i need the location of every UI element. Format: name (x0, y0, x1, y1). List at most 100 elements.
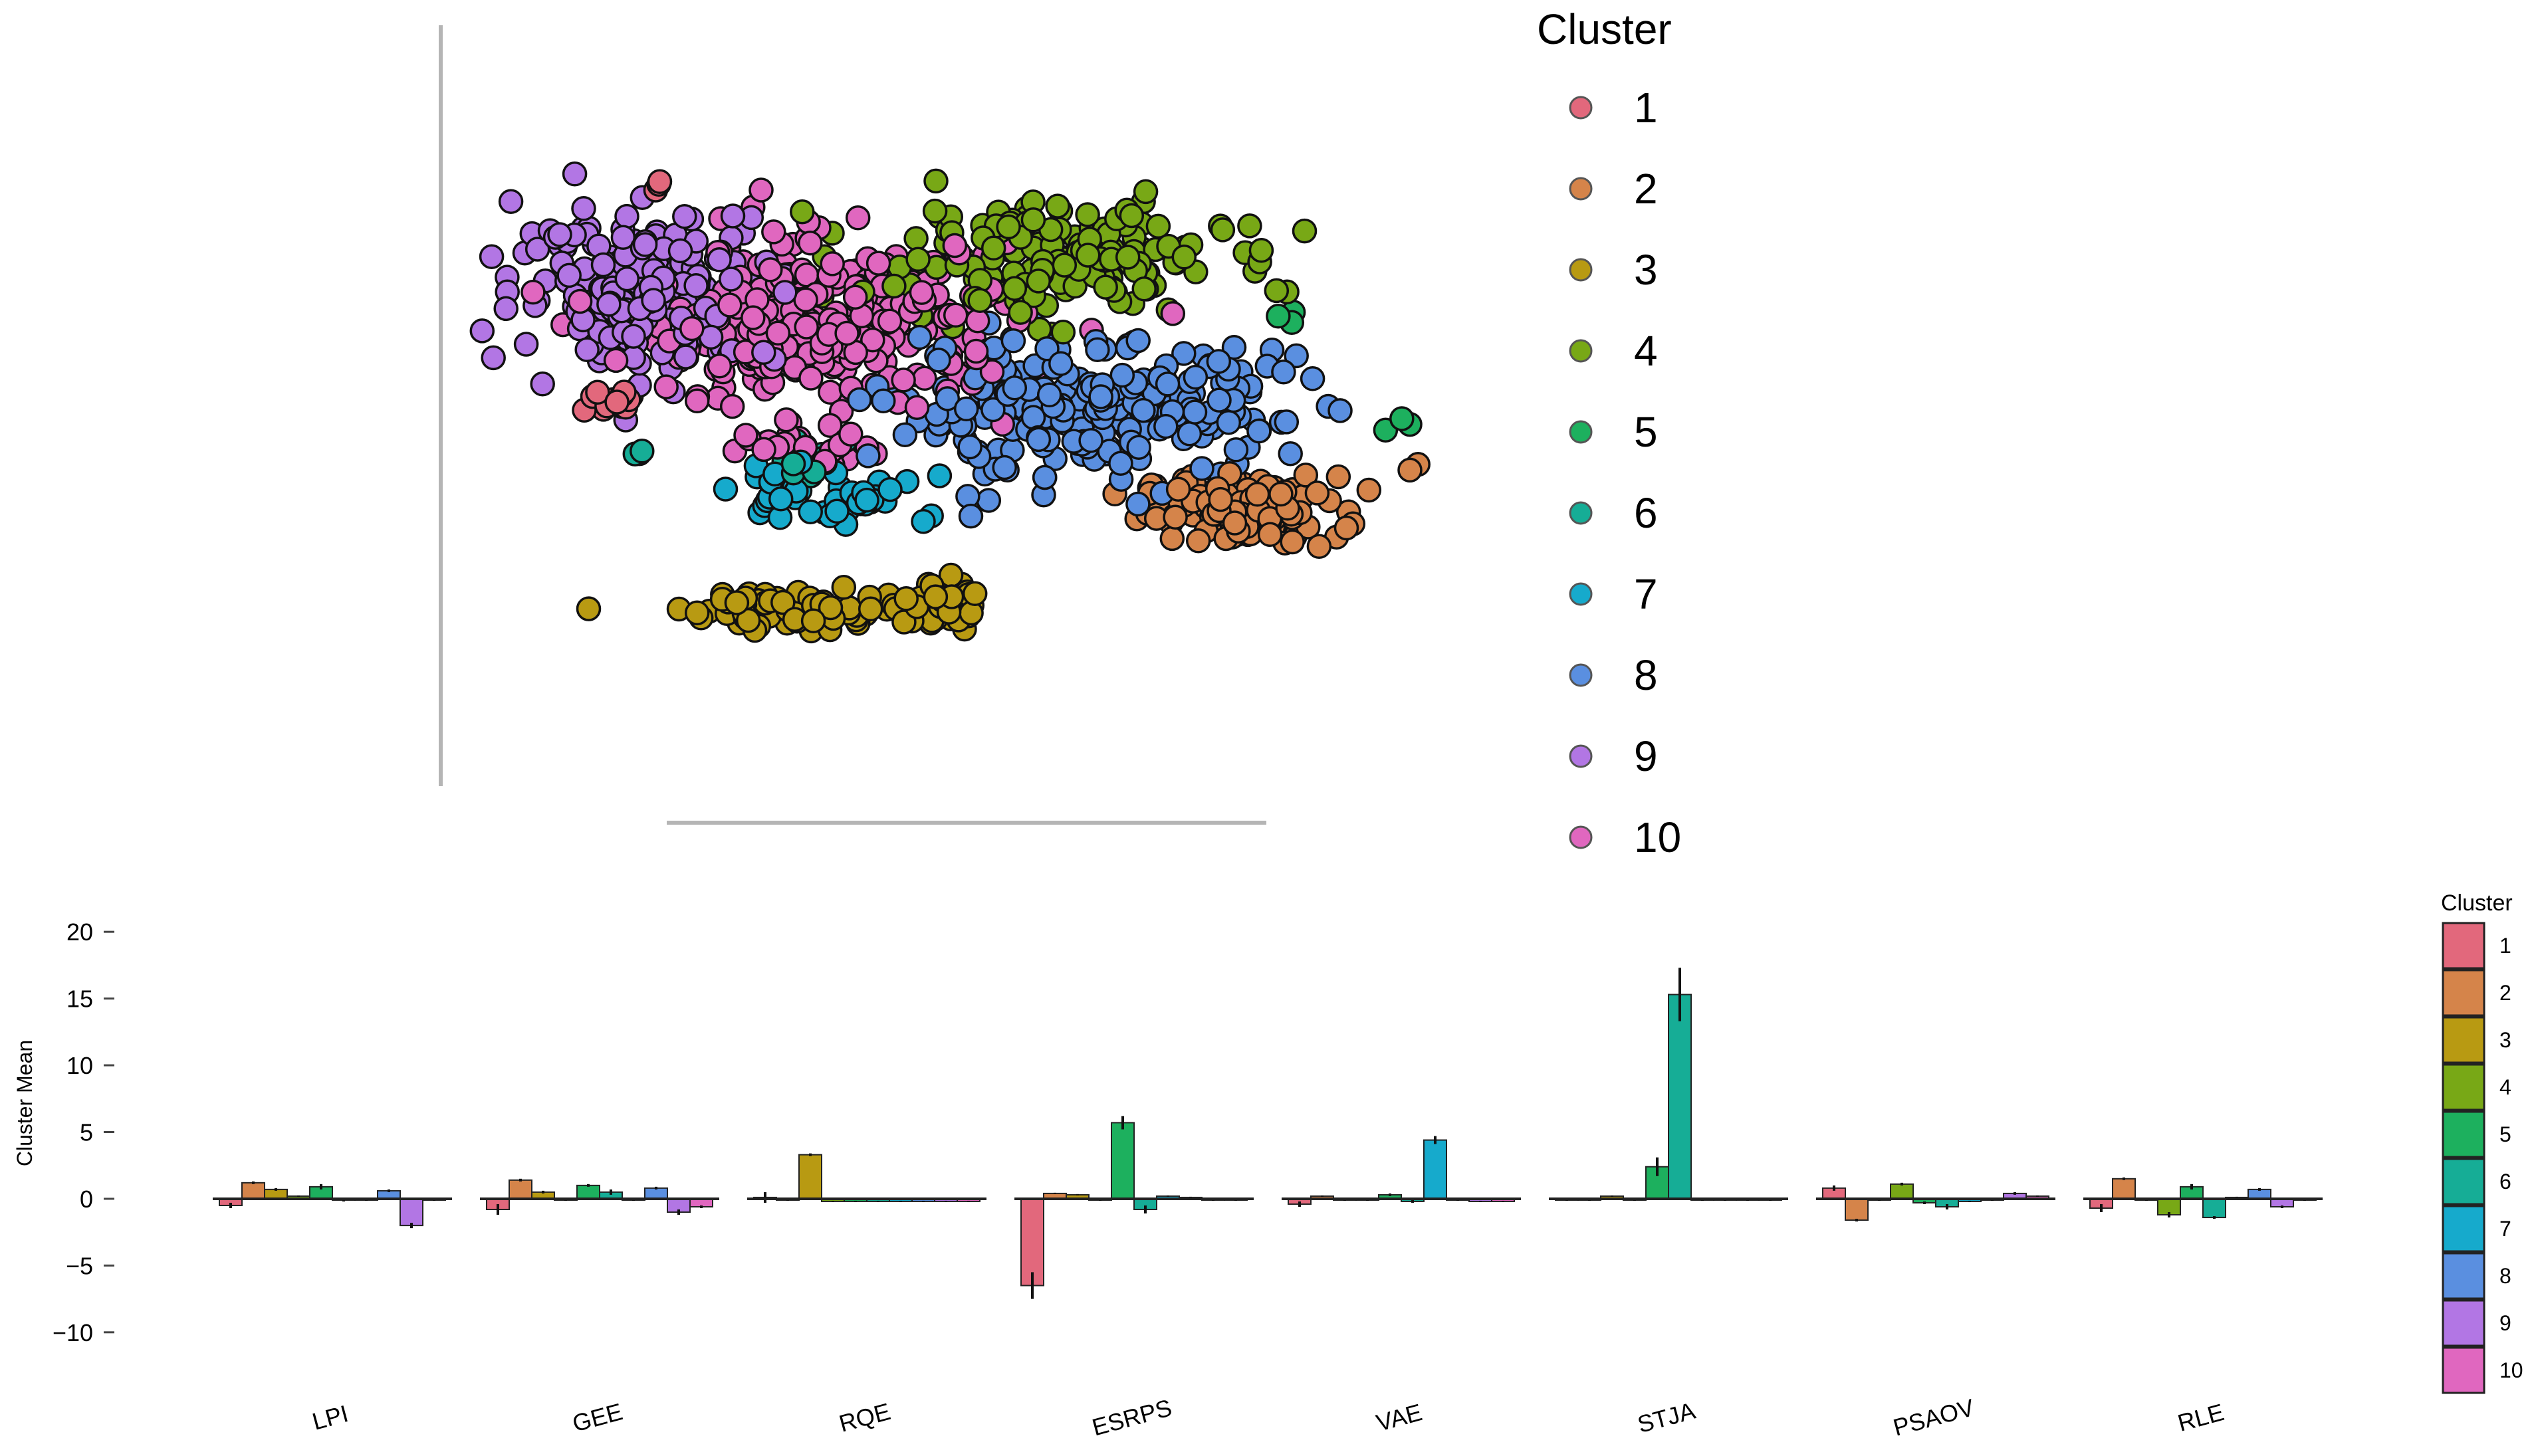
scatter-point-cluster-1 (604, 389, 630, 415)
scatter-point-cluster-10 (520, 279, 546, 305)
scatter-point-cluster-9 (493, 296, 519, 322)
scatter-legend-title: Cluster (1537, 5, 1672, 53)
scatter-point-cluster-8 (847, 387, 872, 413)
category-label-PSAOV: PSAOV (1891, 1394, 1977, 1441)
scatter-point-cluster-8 (1108, 451, 1133, 476)
scatter-point-cluster-10 (751, 437, 776, 463)
scatter-point-cluster-4 (1075, 202, 1100, 227)
scatter-point-cluster-2 (1333, 515, 1359, 541)
scatter-point-cluster-10 (834, 320, 860, 346)
scatter-point-cluster-8 (1207, 387, 1232, 413)
scatter-point-cluster-2 (1208, 486, 1233, 512)
scatter-legend-label-2: 2 (1634, 165, 1658, 213)
category-label-LPI: LPI (309, 1400, 351, 1435)
bar-y-axis-title: Cluster Mean (13, 1040, 37, 1166)
scatter-point-cluster-7 (768, 486, 794, 512)
scatter-point-cluster-10 (679, 316, 705, 342)
scatter-point-cluster-10 (817, 413, 843, 438)
scatter-point-cluster-4 (790, 199, 815, 225)
scatter-point-cluster-10 (758, 257, 783, 282)
scatter-point-cluster-3 (800, 608, 826, 633)
scatter-point-cluster-8 (958, 503, 984, 529)
scatter-point-cluster-4 (1133, 179, 1159, 205)
scatter-point-cluster-3 (770, 589, 796, 615)
scatter-legend-marker-10 (1569, 825, 1593, 849)
scatter-point-cluster-4 (1002, 276, 1028, 301)
bar-legend-label-2: 2 (2499, 981, 2511, 1005)
scatter-legend-marker-1 (1569, 96, 1593, 120)
scatter-point-cluster-3 (684, 600, 710, 625)
bar-GEE-cluster-2 (509, 1179, 532, 1199)
scatter-legend-label-6: 6 (1634, 489, 1658, 537)
scatter-point-cluster-4 (1248, 237, 1274, 263)
scatter-point-cluster-5 (1266, 304, 1291, 329)
bar-RLE-cluster-8 (2248, 1188, 2271, 1199)
scatter-point-cluster-8 (871, 388, 896, 413)
scatter-point-cluster-10 (761, 219, 786, 245)
scatter-point-cluster-3 (893, 586, 919, 611)
scatter-point-cluster-2 (1163, 504, 1188, 530)
scatter-legend-label-7: 7 (1634, 570, 1658, 618)
scatter-point-cluster-4 (1020, 207, 1046, 233)
bar-y-tick-label: 10 (66, 1052, 93, 1079)
bar-legend-label-9: 9 (2499, 1311, 2511, 1335)
scatter-legend-label-3: 3 (1634, 246, 1658, 294)
scatter-point-cluster-10 (684, 388, 710, 414)
scatter-point-cluster-9 (481, 345, 506, 371)
category-label-VAE: VAE (1373, 1398, 1425, 1437)
scatter-point-cluster-8 (1048, 351, 1074, 376)
scatter-point-cluster-1 (647, 169, 673, 194)
scatter-point-cluster-10 (942, 233, 968, 259)
scatter-point-cluster-10 (765, 320, 791, 346)
scatter-point-cluster-10 (707, 353, 733, 379)
scatter-point-cluster-10 (798, 230, 823, 256)
scatter-point-cluster-2 (1159, 526, 1185, 552)
scatter-legend-marker-4 (1569, 339, 1593, 363)
bar-legend-swatch-10 (2442, 1346, 2485, 1394)
bar-PSAOV-cluster-2 (1845, 1197, 1869, 1221)
bar-GEE-cluster-8 (644, 1187, 668, 1199)
scatter-point-cluster-9 (641, 288, 666, 313)
scatter-legend-label-1: 1 (1634, 84, 1658, 132)
bar-legend-label-4: 4 (2499, 1075, 2511, 1099)
scatter-point-cluster-10 (943, 302, 969, 328)
scatter-legend-marker-7 (1569, 582, 1593, 606)
bar-legend-swatch-6 (2442, 1158, 2485, 1205)
scatter-point-cluster-3 (962, 581, 988, 607)
scatter-point-cluster-2 (1268, 481, 1294, 507)
scatter-point-cluster-6 (780, 451, 806, 476)
scatter-legend-marker-3 (1569, 258, 1593, 282)
scatter-panel (439, 25, 1431, 825)
scatter-legend-marker-5 (1569, 420, 1593, 444)
scatter-point-cluster-7 (713, 476, 739, 502)
category-label-GEE: GEE (570, 1398, 626, 1437)
scatter-point-cluster-7 (798, 499, 823, 524)
scatter-point-cluster-2 (1165, 476, 1191, 502)
scatter-point-cluster-4 (1264, 278, 1290, 304)
scatter-point-cluster-8 (957, 434, 982, 460)
scatter-point-cluster-9 (556, 262, 582, 288)
scatter-point-cluster-8 (1271, 360, 1296, 385)
scatter-point-cluster-10 (567, 288, 593, 314)
scatter-point-cluster-9 (672, 203, 697, 229)
scatter-point-cluster-8 (1088, 384, 1113, 409)
bar-legend-label-6: 6 (2499, 1170, 2511, 1194)
scatter-point-cluster-8 (1085, 337, 1110, 363)
scatter-point-cluster-8 (1171, 341, 1197, 366)
scatter-point-cluster-10 (965, 308, 990, 334)
bar-legend-swatch-3 (2442, 1016, 2485, 1064)
scatter-point-cluster-8 (1153, 413, 1179, 439)
scatter-point-cluster-3 (818, 595, 844, 621)
bar-RLE-cluster-2 (2112, 1178, 2136, 1199)
scatter-point-cluster-8 (1131, 397, 1156, 423)
scatter-point-cluster-9 (513, 332, 539, 357)
scatter-point-cluster-3 (858, 596, 883, 622)
scatter-point-cluster-4 (922, 198, 948, 224)
bar-GEE-cluster-5 (576, 1184, 600, 1199)
scatter-point-cluster-8 (1223, 437, 1249, 463)
scatter-point-cluster-2 (1306, 534, 1332, 560)
scatter-point-cluster-9 (590, 252, 616, 278)
scatter-point-cluster-4 (1237, 213, 1262, 239)
scatter-point-cluster-8 (926, 348, 951, 373)
